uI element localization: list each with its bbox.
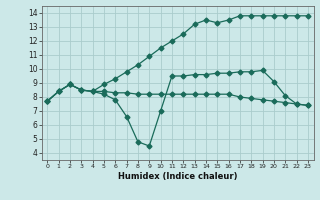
X-axis label: Humidex (Indice chaleur): Humidex (Indice chaleur) (118, 172, 237, 181)
